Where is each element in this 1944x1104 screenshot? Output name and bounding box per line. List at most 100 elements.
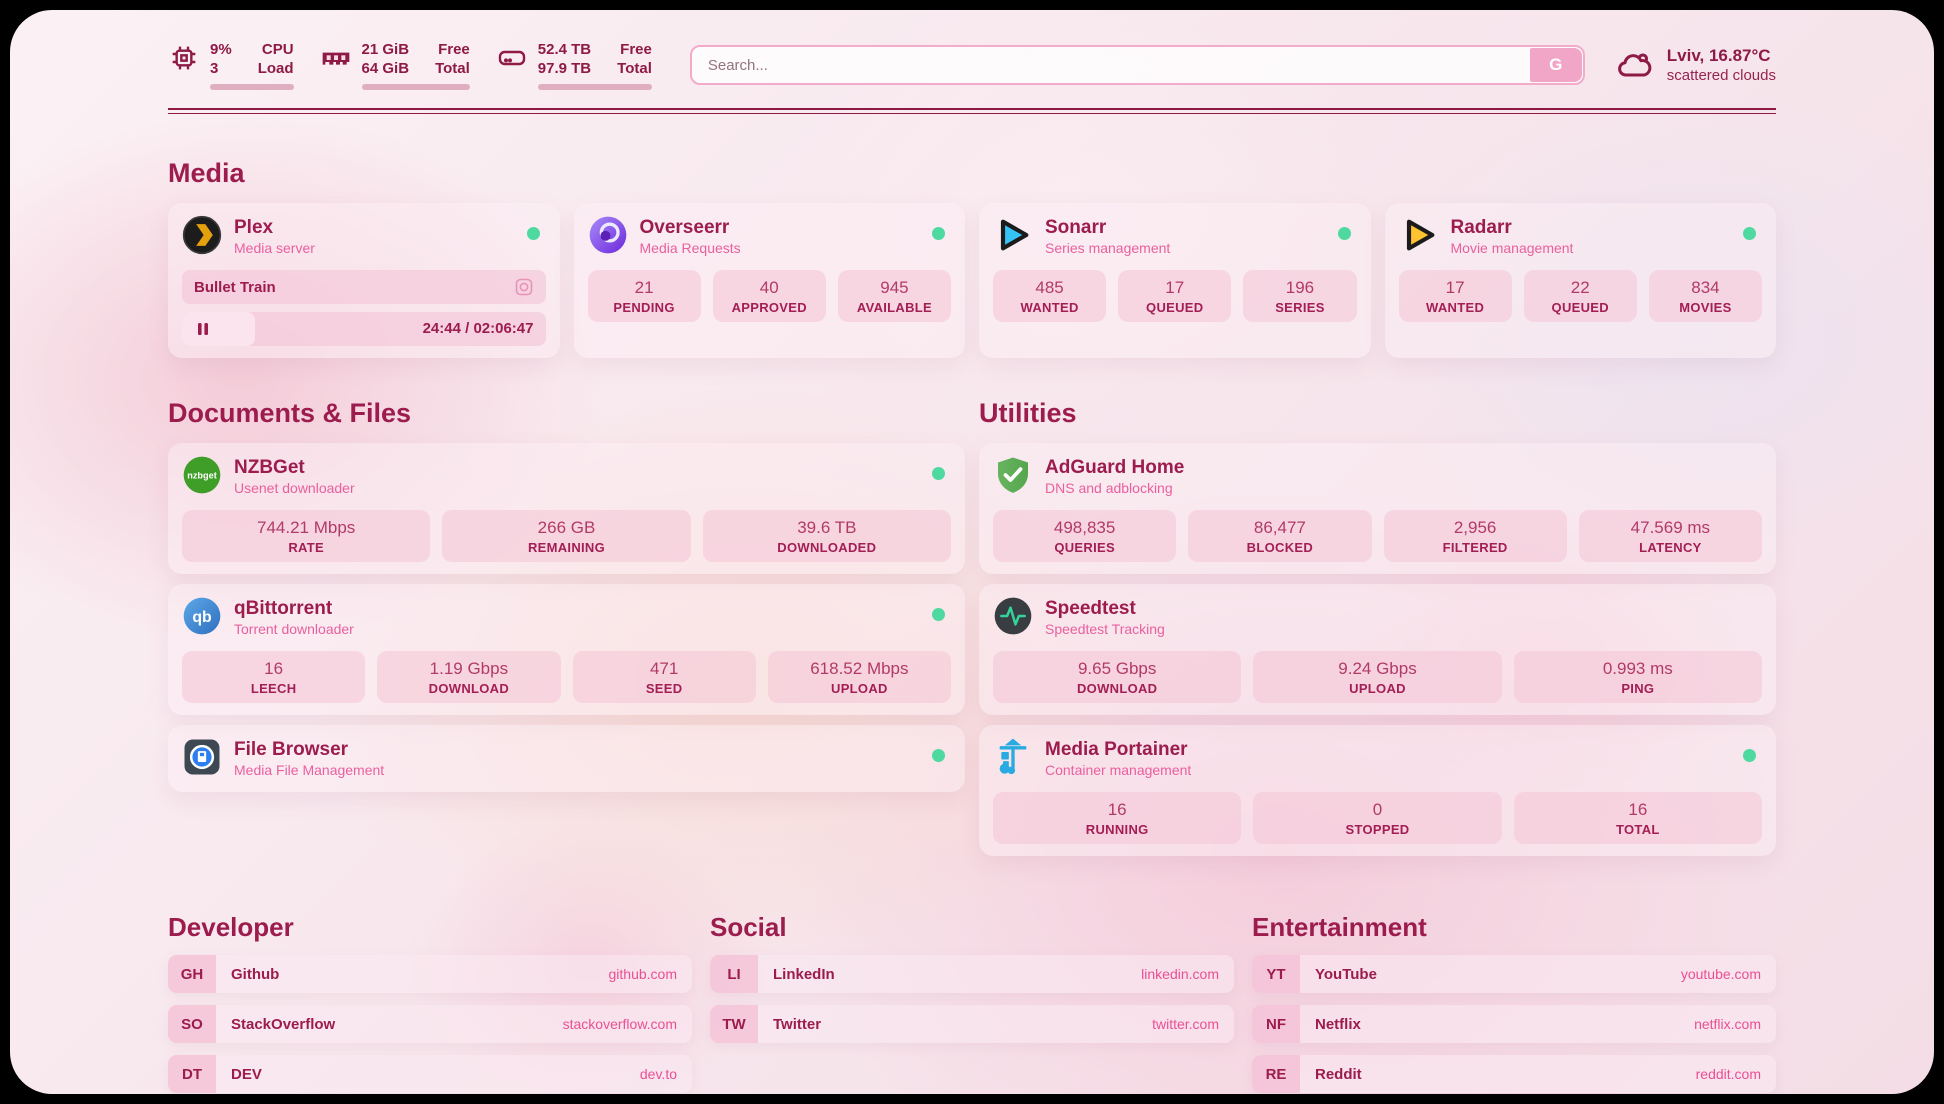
sonarr-title: Sonarr	[1045, 217, 1107, 238]
radarr-status-dot	[1743, 227, 1756, 240]
linkedin-abbr-tile: LI	[710, 955, 758, 993]
speedtest-subtitle: Speedtest Tracking	[1045, 621, 1165, 637]
radarr-stat-wanted: 17 WANTED	[1398, 270, 1512, 322]
plex-icon	[182, 215, 222, 255]
qbittorrent-title: qBittorrent	[234, 598, 333, 619]
plex-title: Plex	[234, 217, 274, 238]
plex-elapsed-time: 24:44 / 02:06:47	[422, 320, 534, 337]
bookmark-github[interactable]: GH Github github.com	[168, 955, 692, 993]
search-engine-button[interactable]: G	[1529, 48, 1582, 82]
plex-progress-bar[interactable]: 24:44 / 02:06:47	[182, 312, 546, 346]
radarr-stat-movies: 834 MOVIES	[1648, 270, 1763, 322]
documents-column: Documents & Files nzbget NZBGet Usenet d…	[168, 398, 965, 866]
ram-free-label: Free	[438, 41, 470, 58]
bookmark-dev[interactable]: DT DEV dev.to	[168, 1055, 692, 1093]
pause-icon[interactable]	[194, 320, 212, 338]
bookmark-linkedin[interactable]: LI LinkedIn linkedin.com	[710, 955, 1234, 993]
search-bar: G	[689, 45, 1585, 85]
plex-now-playing-row[interactable]: Bullet Train	[182, 270, 546, 304]
adguard-subtitle: DNS and adblocking	[1045, 480, 1173, 496]
cast-icon[interactable]	[514, 277, 534, 297]
filebrowser-card[interactable]: File Browser Media File Management	[168, 725, 965, 792]
dashboard-page: 9% 3 CPU Load	[10, 10, 1934, 1094]
sonarr-card[interactable]: Sonarr Series management 485 WANTED 17 Q…	[979, 203, 1371, 358]
nzbget-stat-downloaded: 39.6 TB DOWNLOADED	[702, 510, 951, 562]
weather-location-temp: Lviv, 16.87°C	[1666, 46, 1771, 65]
portainer-icon	[993, 737, 1033, 777]
speedtest-icon	[993, 596, 1033, 636]
developer-section: Developer GH Github github.com SO StackO…	[168, 912, 692, 1093]
adguard-stat-blocked: 86,477 BLOCKED	[1188, 510, 1372, 562]
portainer-status-dot	[1743, 749, 1756, 762]
entertainment-section: Entertainment YT YouTube youtube.com NF …	[1252, 912, 1776, 1093]
sonarr-icon	[993, 215, 1033, 255]
portainer-title: Media Portainer	[1045, 739, 1188, 760]
nzbget-stat-remaining: 266 GB REMAINING	[442, 510, 691, 562]
portainer-stat-total: 16 TOTAL	[1513, 792, 1762, 844]
ram-total: 64 GiB	[361, 60, 410, 77]
ram-icon	[320, 42, 352, 74]
overseerr-icon	[588, 215, 628, 255]
twitter-abbr-tile: TW	[710, 1005, 758, 1043]
overseerr-title: Overseerr	[639, 217, 730, 238]
sonarr-stat-wanted: 485 WANTED	[993, 270, 1107, 322]
qbittorrent-stat-leech: 16 LEECH	[182, 651, 366, 703]
bookmark-netflix[interactable]: NF Netflix netflix.com	[1252, 1005, 1776, 1043]
speedtest-title: Speedtest	[1045, 598, 1136, 619]
adguard-card[interactable]: AdGuard Home DNS and adblocking 498,835 …	[979, 443, 1776, 574]
disk-icon	[496, 42, 528, 74]
filebrowser-status-dot	[932, 749, 945, 762]
portainer-card[interactable]: Media Portainer Container management 16 …	[979, 725, 1776, 856]
section-title-media: Media	[168, 158, 245, 188]
sonarr-status-dot	[1337, 227, 1351, 240]
speedtest-card[interactable]: Speedtest Speedtest Tracking 9.65 Gbps D…	[979, 584, 1776, 715]
qbittorrent-card[interactable]: qb qBittorrent Torrent downloader 16 LEE…	[168, 584, 965, 715]
overseerr-stat-approved: 40 APPROVED	[712, 270, 826, 322]
overseerr-stat-pending: 21 PENDING	[587, 270, 701, 322]
cpu-load-label: Load	[257, 60, 294, 77]
disk-free-label: Free	[620, 41, 652, 58]
cpu-label: CPU	[261, 41, 294, 58]
bookmark-youtube[interactable]: YT YouTube youtube.com	[1252, 955, 1776, 993]
nzbget-card[interactable]: nzbget NZBGet Usenet downloader 744.21 M…	[168, 443, 965, 574]
stackoverflow-abbr-tile: SO	[168, 1005, 216, 1043]
section-title-utilities: Utilities	[979, 398, 1077, 428]
radarr-subtitle: Movie management	[1450, 240, 1574, 256]
nzbget-subtitle: Usenet downloader	[234, 480, 355, 496]
section-title-documents: Documents & Files	[168, 398, 412, 428]
bookmark-stackoverflow[interactable]: SO StackOverflow stackoverflow.com	[168, 1005, 692, 1043]
speedtest-stat-download: 9.65 Gbps DOWNLOAD	[993, 651, 1242, 703]
media-cards-row: Plex Media server Bullet Train	[168, 203, 1776, 358]
github-abbr-tile: GH	[168, 955, 216, 993]
cpu-percent: 9%	[210, 41, 232, 58]
bookmark-reddit[interactable]: RE Reddit reddit.com	[1252, 1055, 1776, 1093]
search-input[interactable]	[689, 45, 1585, 85]
dev-abbr-tile: DT	[168, 1055, 216, 1093]
overseerr-card[interactable]: Overseerr Media Requests 21 PENDING 40 A…	[573, 203, 965, 358]
radarr-card[interactable]: Radarr Movie management 17 WANTED 22 QUE…	[1384, 203, 1776, 358]
social-section: Social LI LinkedIn linkedin.com TW Twitt…	[710, 912, 1234, 1093]
section-title-developer: Developer	[168, 912, 294, 942]
sonarr-subtitle: Series management	[1045, 240, 1171, 256]
filebrowser-title: File Browser	[234, 739, 349, 760]
qbittorrent-subtitle: Torrent downloader	[234, 621, 354, 637]
svg-text:qb: qb	[192, 609, 212, 626]
plex-card[interactable]: Plex Media server Bullet Train	[168, 203, 560, 358]
cpu-stat: 9% 3 CPU Load	[168, 40, 294, 90]
weather-condition: scattered clouds	[1666, 67, 1776, 84]
portainer-subtitle: Container management	[1045, 762, 1192, 778]
disk-total-label: Total	[617, 60, 652, 77]
overseerr-subtitle: Media Requests	[639, 240, 741, 256]
qbittorrent-stat-upload: 618.52 Mbps UPLOAD	[767, 651, 951, 703]
disk-stat: 52.4 TB 97.9 TB Free Total	[496, 40, 652, 90]
bookmark-twitter[interactable]: TW Twitter twitter.com	[710, 1005, 1234, 1043]
adguard-stat-latency: 47.569 ms LATENCY	[1578, 510, 1762, 562]
adguard-icon	[993, 455, 1033, 495]
cpu-load-value: 3	[210, 60, 219, 77]
netflix-abbr-tile: NF	[1252, 1005, 1300, 1043]
header-divider	[168, 108, 1776, 114]
speedtest-stat-ping: 0.993 ms PING	[1513, 651, 1762, 703]
weather-widget: Lviv, 16.87°C scattered clouds	[1615, 45, 1776, 85]
cpu-icon	[168, 42, 200, 74]
nzbget-stat-rate: 744.21 Mbps RATE	[182, 510, 431, 562]
